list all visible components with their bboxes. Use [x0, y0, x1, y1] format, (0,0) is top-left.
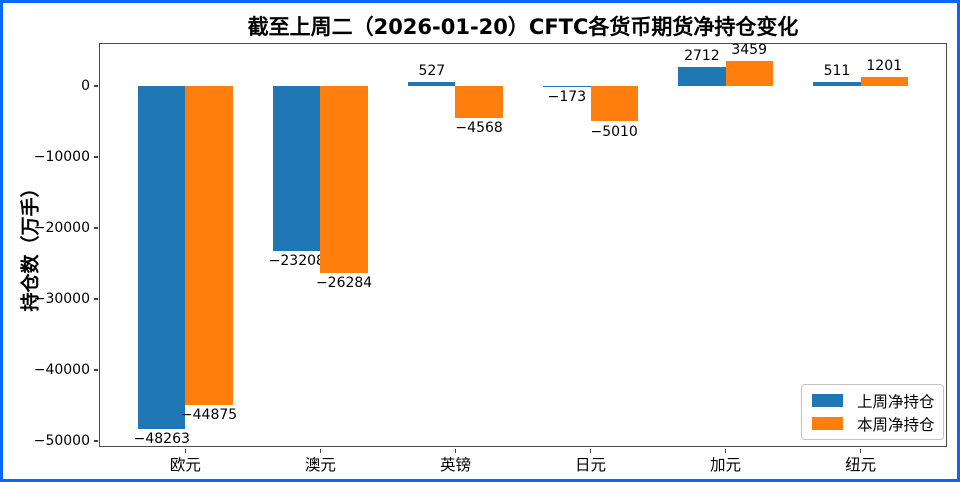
bar-上周净持仓-欧元: [138, 85, 186, 429]
legend-item: 上周净持仓: [812, 391, 935, 411]
x-tick-mark: [589, 448, 592, 453]
legend-item: 本周净持仓: [812, 414, 935, 434]
x-tick-label: 纽元: [845, 456, 877, 474]
bar-上周净持仓-日元: [543, 85, 591, 88]
x-tick-label: 英镑: [439, 456, 471, 474]
y-tick-label: −40000: [33, 361, 90, 378]
bar-value-label: −4568: [455, 120, 503, 137]
bar-value-label: −5010: [590, 123, 638, 140]
x-tick-label: 欧元: [169, 456, 201, 474]
bar-上周净持仓-纽元: [813, 82, 861, 86]
legend: 上周净持仓本周净持仓: [801, 384, 944, 440]
bar-上周净持仓-英镑: [408, 82, 456, 86]
y-tick-label: 0: [81, 77, 90, 94]
bar-本周净持仓-纽元: [860, 77, 908, 86]
bar-本周净持仓-加元: [725, 61, 773, 86]
y-tick-label: −50000: [33, 432, 90, 449]
bar-上周净持仓-澳元: [273, 85, 321, 251]
x-tick-label: 澳元: [304, 456, 336, 474]
x-tick-mark: [859, 448, 862, 453]
y-tick-mark: [93, 156, 98, 158]
bar-本周净持仓-英镑: [455, 85, 503, 119]
plot-area: [99, 43, 947, 447]
bar-value-label: −173: [547, 89, 587, 106]
y-tick-mark: [93, 85, 98, 87]
bar-value-label: 511: [823, 63, 851, 80]
legend-label: 上周净持仓: [857, 392, 935, 411]
bar-value-label: −48263: [133, 430, 190, 447]
x-tick-mark: [454, 448, 457, 453]
x-tick-mark: [724, 448, 727, 453]
bar-上周净持仓-加元: [678, 66, 726, 86]
y-tick-mark: [93, 298, 98, 300]
bar-本周净持仓-澳元: [320, 85, 368, 273]
bar-value-label: −44875: [180, 406, 238, 423]
bar-value-label: 527: [418, 63, 446, 80]
y-tick-mark: [93, 440, 98, 442]
x-tick-mark: [184, 448, 187, 453]
bar-本周净持仓-欧元: [185, 85, 233, 405]
x-tick-mark: [319, 448, 322, 453]
bar-value-label: 2712: [684, 47, 720, 64]
y-tick-mark: [93, 227, 98, 229]
bar-value-label: 1201: [866, 58, 903, 75]
chart-title: 截至上周二（2026-01-20）CFTC各货币期货净持仓变化: [247, 15, 799, 39]
legend-swatch-icon: [812, 394, 843, 407]
y-tick-label: −30000: [33, 290, 90, 307]
legend-swatch-icon: [812, 417, 843, 430]
y-tick-label: −20000: [33, 219, 90, 236]
legend-label: 本周净持仓: [857, 415, 935, 434]
x-tick-label: 日元: [575, 456, 607, 474]
y-tick-label: −10000: [33, 148, 90, 165]
y-tick-mark: [93, 369, 98, 371]
bar-value-label: −23208: [268, 252, 325, 269]
bar-value-label: 3459: [731, 42, 767, 59]
x-tick-label: 加元: [710, 456, 742, 474]
bar-本周净持仓-日元: [590, 85, 638, 122]
bar-value-label: −26284: [315, 274, 373, 291]
